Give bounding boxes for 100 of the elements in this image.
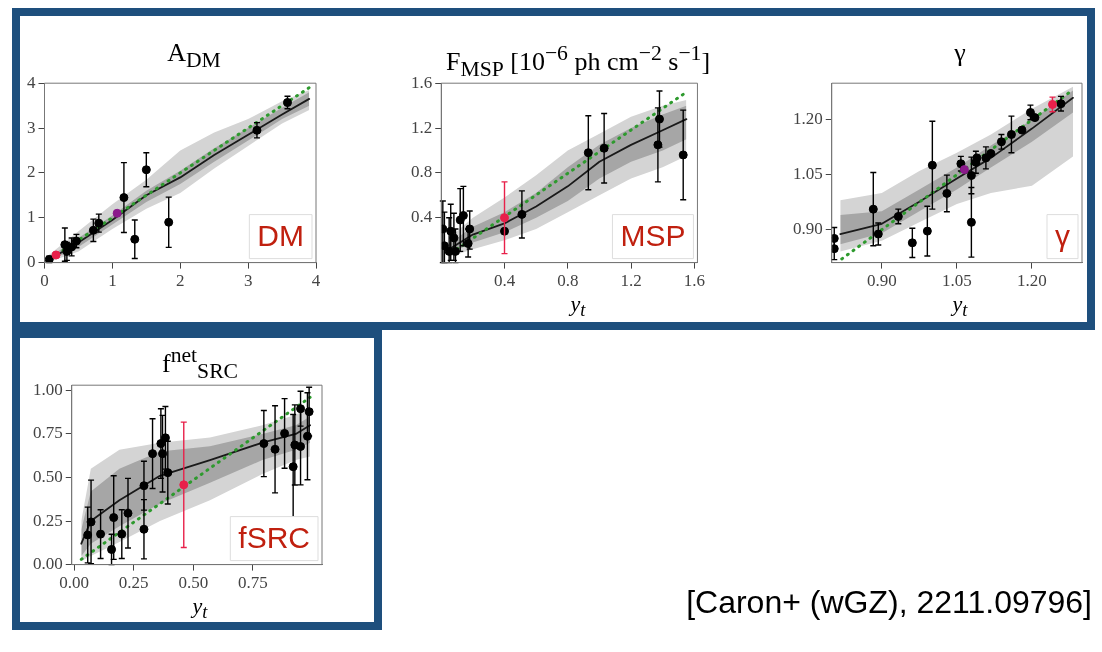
y-tick-label: 0.75 — [33, 423, 63, 443]
point — [959, 165, 969, 175]
chart-title: A$_{DM}$ — [167, 37, 221, 73]
x-tick-label: 0.8 — [557, 271, 579, 291]
point — [500, 213, 510, 223]
point — [67, 242, 77, 252]
x-tick-label: 0.00 — [59, 573, 90, 593]
point — [1047, 99, 1057, 109]
x-tick-label: 1.20 — [1017, 271, 1047, 291]
point — [831, 244, 839, 254]
annotation: γ — [1055, 218, 1070, 252]
point — [280, 428, 290, 438]
point — [139, 481, 149, 491]
point — [1025, 107, 1035, 117]
point — [458, 211, 468, 221]
point — [1030, 113, 1040, 123]
point — [465, 224, 475, 234]
x-tick-label: 0.90 — [866, 271, 897, 291]
x-tick-label: 0.4 — [493, 271, 516, 291]
y-tick-label: 1.20 — [793, 109, 823, 129]
point — [160, 433, 170, 443]
x-tick-label: 0.50 — [178, 573, 209, 593]
point — [123, 508, 133, 518]
point — [599, 143, 609, 153]
x-axis-title: y$_{t}$ — [949, 291, 969, 322]
point — [996, 137, 1006, 147]
point — [51, 250, 61, 260]
point — [288, 462, 298, 472]
point — [179, 480, 189, 490]
point — [927, 160, 937, 170]
y-tick-label: 0.90 — [793, 219, 823, 239]
point — [88, 225, 98, 235]
y-tick-label: 1.6 — [411, 72, 433, 92]
point — [1006, 129, 1016, 139]
point — [163, 468, 173, 478]
annotation: DM — [257, 218, 304, 252]
point — [868, 204, 878, 214]
text: [Caron+ (wGZ), 2211.09796] — [686, 584, 1092, 621]
point — [517, 209, 527, 219]
point — [156, 439, 166, 449]
point — [654, 114, 664, 124]
point — [130, 234, 140, 244]
point — [109, 513, 119, 523]
x-axis-title: y$_{t}$ — [567, 291, 587, 322]
y-tick-label: 0.50 — [33, 466, 63, 486]
point — [252, 125, 262, 135]
point — [678, 150, 688, 160]
point — [304, 407, 314, 417]
y-tick-label: 1.05 — [793, 164, 823, 184]
point — [966, 170, 976, 180]
point — [986, 149, 996, 158]
point — [831, 233, 839, 243]
point — [966, 217, 976, 227]
point — [296, 442, 306, 452]
y-tick-label: 0.4 — [411, 207, 433, 227]
point — [86, 517, 96, 527]
chart-title: γ — [954, 37, 966, 69]
point — [94, 218, 104, 228]
point — [446, 226, 456, 236]
point — [112, 208, 122, 218]
x-tick-label: 0.25 — [118, 573, 149, 593]
point — [96, 529, 106, 539]
y-tick-label: 1.00 — [33, 379, 63, 399]
point — [139, 524, 149, 534]
point — [164, 217, 174, 227]
point — [449, 233, 459, 243]
annotation: fSRC — [238, 520, 311, 554]
point — [158, 449, 168, 459]
y-tick-label: 1.2 — [411, 117, 433, 137]
point — [1017, 125, 1027, 135]
y-tick-label: 2 — [27, 162, 36, 182]
y-tick-label: 0.00 — [33, 554, 63, 574]
x-tick-label: 2 — [176, 271, 185, 291]
x-tick-label: 4 — [311, 271, 321, 291]
point — [1056, 99, 1066, 109]
y-tick-label: 0 — [27, 252, 36, 272]
annotation: MSP — [620, 218, 686, 252]
point — [873, 229, 883, 239]
x-tick-label: 1.2 — [620, 271, 642, 291]
x-tick-label: 0.75 — [238, 573, 268, 593]
point — [107, 544, 117, 554]
y-tick-label: 0.25 — [33, 510, 63, 530]
point — [119, 193, 129, 203]
point — [302, 431, 312, 441]
point — [270, 444, 280, 454]
chart-title: F$_{MSP}$ [10$^{−6}$ ph cm$^{−2}$ s$^{−1}$] — [445, 41, 711, 81]
x-tick-label: 1 — [108, 271, 117, 291]
x-tick-label: 1.05 — [942, 271, 972, 291]
point — [441, 241, 449, 251]
y-tick-label: 1 — [27, 207, 36, 227]
point — [83, 530, 93, 540]
point — [893, 211, 903, 221]
point — [259, 439, 269, 449]
point — [117, 529, 127, 539]
point — [463, 239, 473, 249]
point — [296, 404, 306, 414]
y-tick-label: 0.8 — [411, 162, 433, 182]
point — [653, 140, 663, 150]
point — [922, 226, 932, 236]
point — [148, 449, 158, 459]
